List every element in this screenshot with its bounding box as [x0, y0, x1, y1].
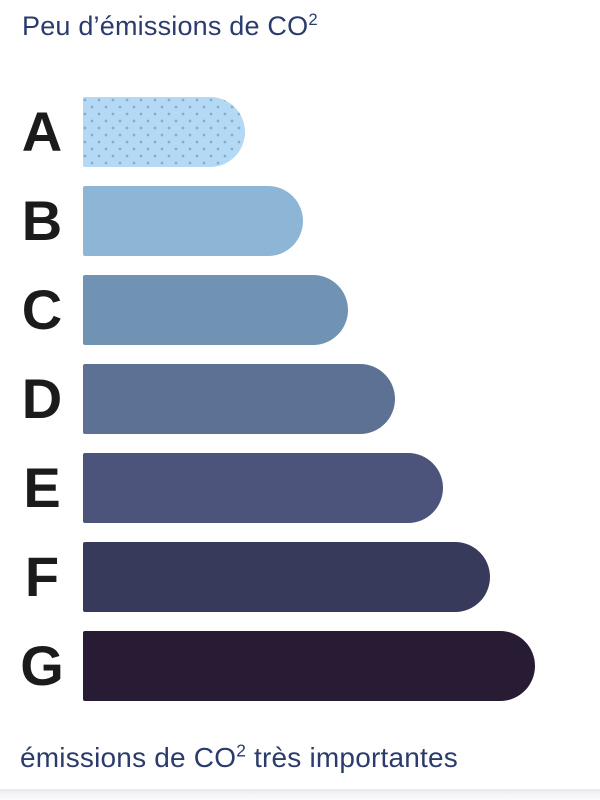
scale-letter-F: F	[24, 545, 59, 608]
scale-letter-E: E	[23, 456, 60, 519]
scale-bar-G	[83, 631, 535, 701]
scale-letter-C: C	[21, 278, 62, 341]
scale-letter-D: D	[21, 367, 62, 430]
scale-row-F: F	[0, 542, 600, 612]
scale-bar-B	[83, 186, 303, 256]
scale-row-E: E	[0, 453, 600, 523]
scale-letter-G: G	[20, 634, 64, 697]
title-text: Peu d’émissions de CO	[22, 11, 309, 41]
scale-bar-F	[83, 542, 490, 612]
bottom-divider	[0, 789, 600, 800]
footer-text-start: émissions de CO	[20, 742, 237, 773]
scale-row-C: C	[0, 275, 600, 345]
title-superscript: 2	[308, 10, 318, 29]
scale-bar-E	[83, 453, 443, 523]
scale-row-B: B	[0, 186, 600, 256]
footer-superscript: 2	[236, 740, 247, 761]
scale-letter-A: A	[21, 100, 62, 163]
scale-row-G: G	[0, 631, 600, 701]
chart-title-high-emissions: émissions de CO2 très importantes	[20, 741, 458, 775]
scale-row-D: D	[0, 364, 600, 434]
scale-letter-B: B	[21, 189, 62, 252]
scale-row-A: A	[0, 97, 600, 167]
chart-title-low-emissions: Peu d’émissions de CO2	[22, 10, 318, 42]
scale-bar-A	[83, 97, 245, 167]
scale-bar-C	[83, 275, 348, 345]
scale-bar-D	[83, 364, 395, 434]
footer-text-end: très importantes	[246, 742, 458, 773]
